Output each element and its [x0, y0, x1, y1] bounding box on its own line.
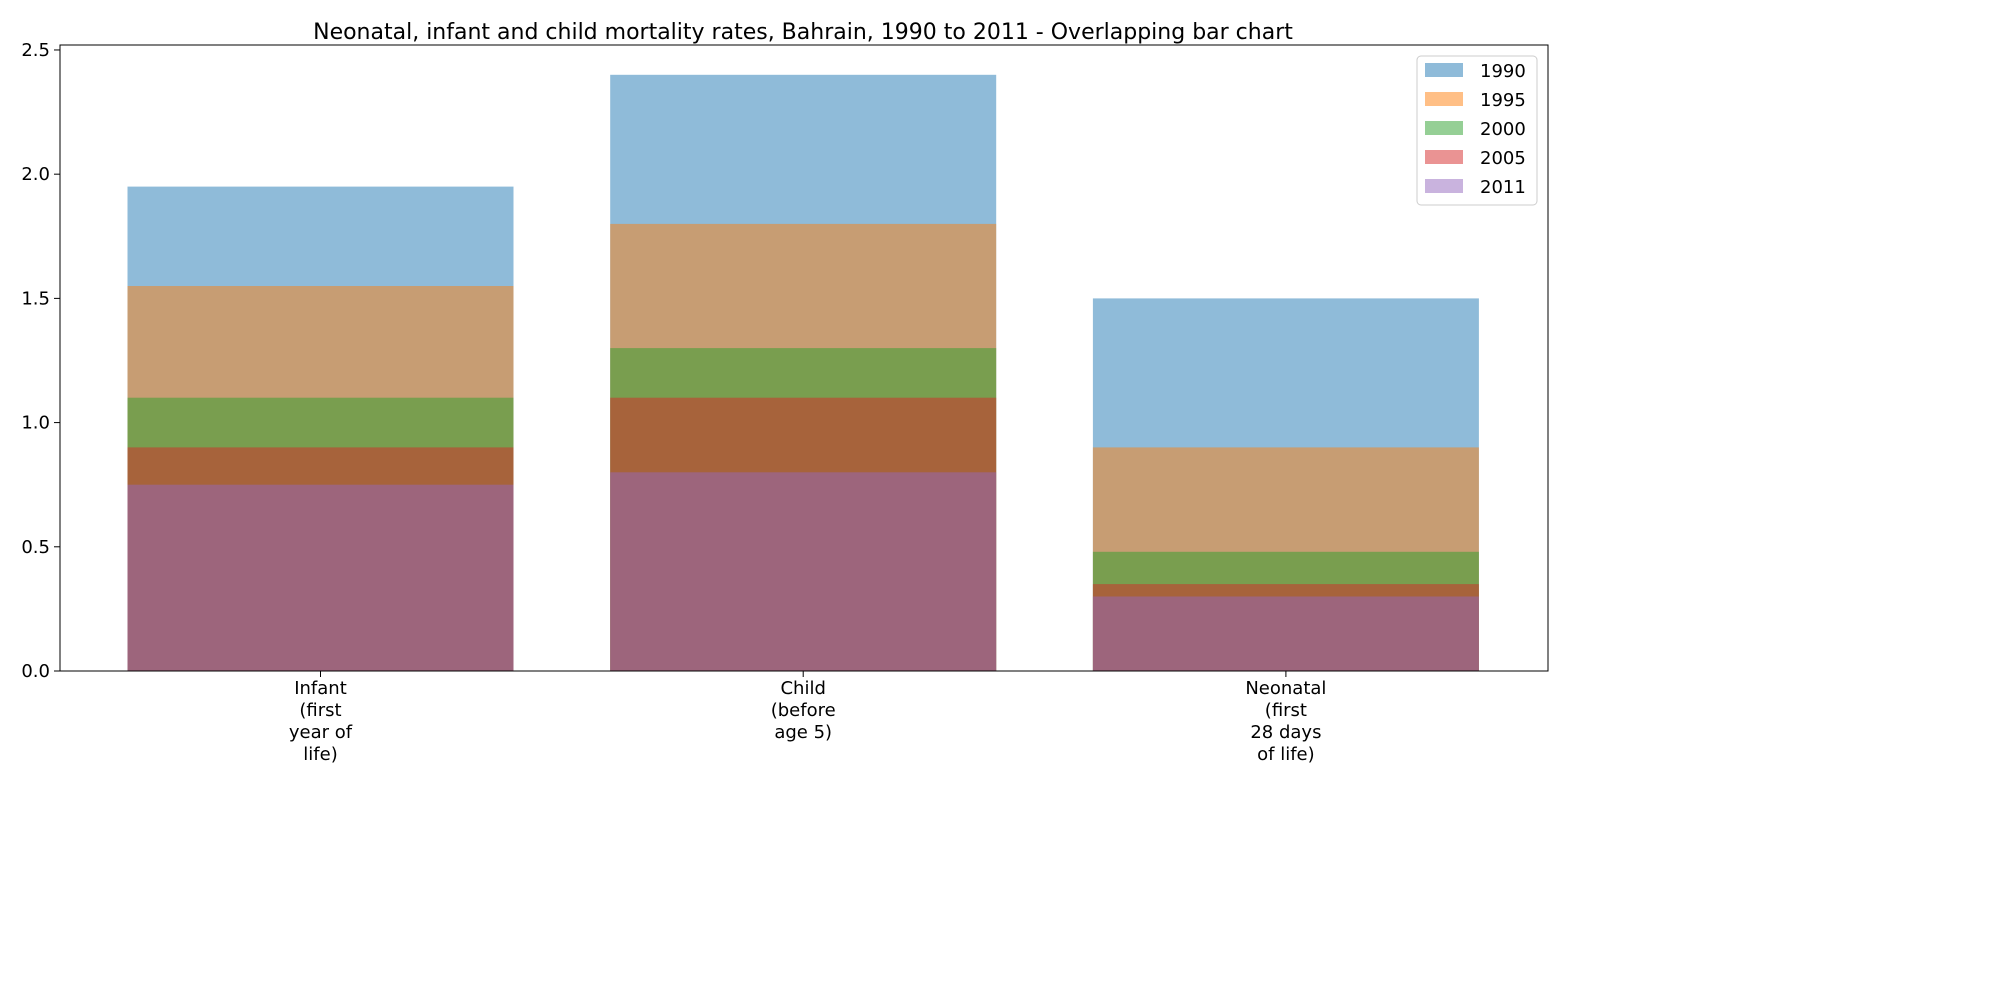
legend-label-2011: 2011 — [1480, 177, 1526, 198]
x-axis: Infant (first year of life)Child (before age … — [289, 671, 1326, 765]
bar-2011-0 — [127, 484, 514, 671]
x-tick-label: Infant (first year of life) — [289, 678, 353, 765]
legend-swatch-2005 — [1425, 150, 1463, 164]
y-tick-label: 0.5 — [21, 537, 50, 558]
x-tick-label-line: of life) — [1257, 744, 1315, 765]
x-tick-label-line: life) — [303, 744, 337, 765]
bar-2011-1 — [610, 472, 997, 671]
legend-swatch-1990 — [1425, 63, 1463, 77]
y-tick-label: 1.0 — [21, 413, 50, 434]
bars-layer — [127, 74, 1479, 672]
legend-swatch-1995 — [1425, 92, 1463, 106]
y-tick-label: 1.5 — [21, 288, 50, 309]
x-tick-label-line: age 5) — [774, 722, 832, 743]
legend-swatch-2011 — [1425, 179, 1463, 193]
x-tick-label: Neonatal (first 28 days of life) — [1245, 678, 1326, 765]
legend-label-1990: 1990 — [1480, 61, 1526, 82]
x-tick-label-line: Infant — [294, 678, 347, 699]
chart-title: Neonatal, infant and child mortality rat… — [313, 20, 1293, 45]
bar-2011-2 — [1092, 596, 1479, 671]
legend-swatch-2000 — [1425, 121, 1463, 135]
x-tick-label-line: (first — [299, 700, 341, 721]
y-tick-label: 2.5 — [21, 40, 50, 61]
chart-container: Neonatal, infant and child mortality rat… — [21, 20, 1549, 765]
legend: 1990 1995 2000 2005 2011 — [1416, 55, 1538, 206]
y-tick-label: 2.0 — [21, 164, 50, 185]
x-tick-label-line: (first — [1265, 700, 1307, 721]
x-tick-label-line: Child — [780, 678, 825, 699]
x-tick-label-line: year of — [289, 722, 353, 743]
x-tick-label-line: 28 days — [1250, 722, 1321, 743]
legend-label-1995: 1995 — [1480, 90, 1526, 111]
y-tick-label: 0.0 — [21, 661, 50, 682]
x-tick-label-line: (before — [771, 700, 836, 721]
legend-label-2005: 2005 — [1480, 148, 1526, 169]
overlapping-bar-chart: Neonatal, infant and child mortality rat… — [21, 20, 1549, 765]
y-axis: 0.0 0.5 1.0 1.5 2.0 2.5 — [21, 40, 60, 682]
legend-label-2000: 2000 — [1480, 119, 1526, 140]
x-tick-label-line: Neonatal — [1245, 678, 1326, 699]
x-tick-label: Child (before age 5) — [771, 678, 836, 743]
plot-frame — [59, 44, 1549, 672]
